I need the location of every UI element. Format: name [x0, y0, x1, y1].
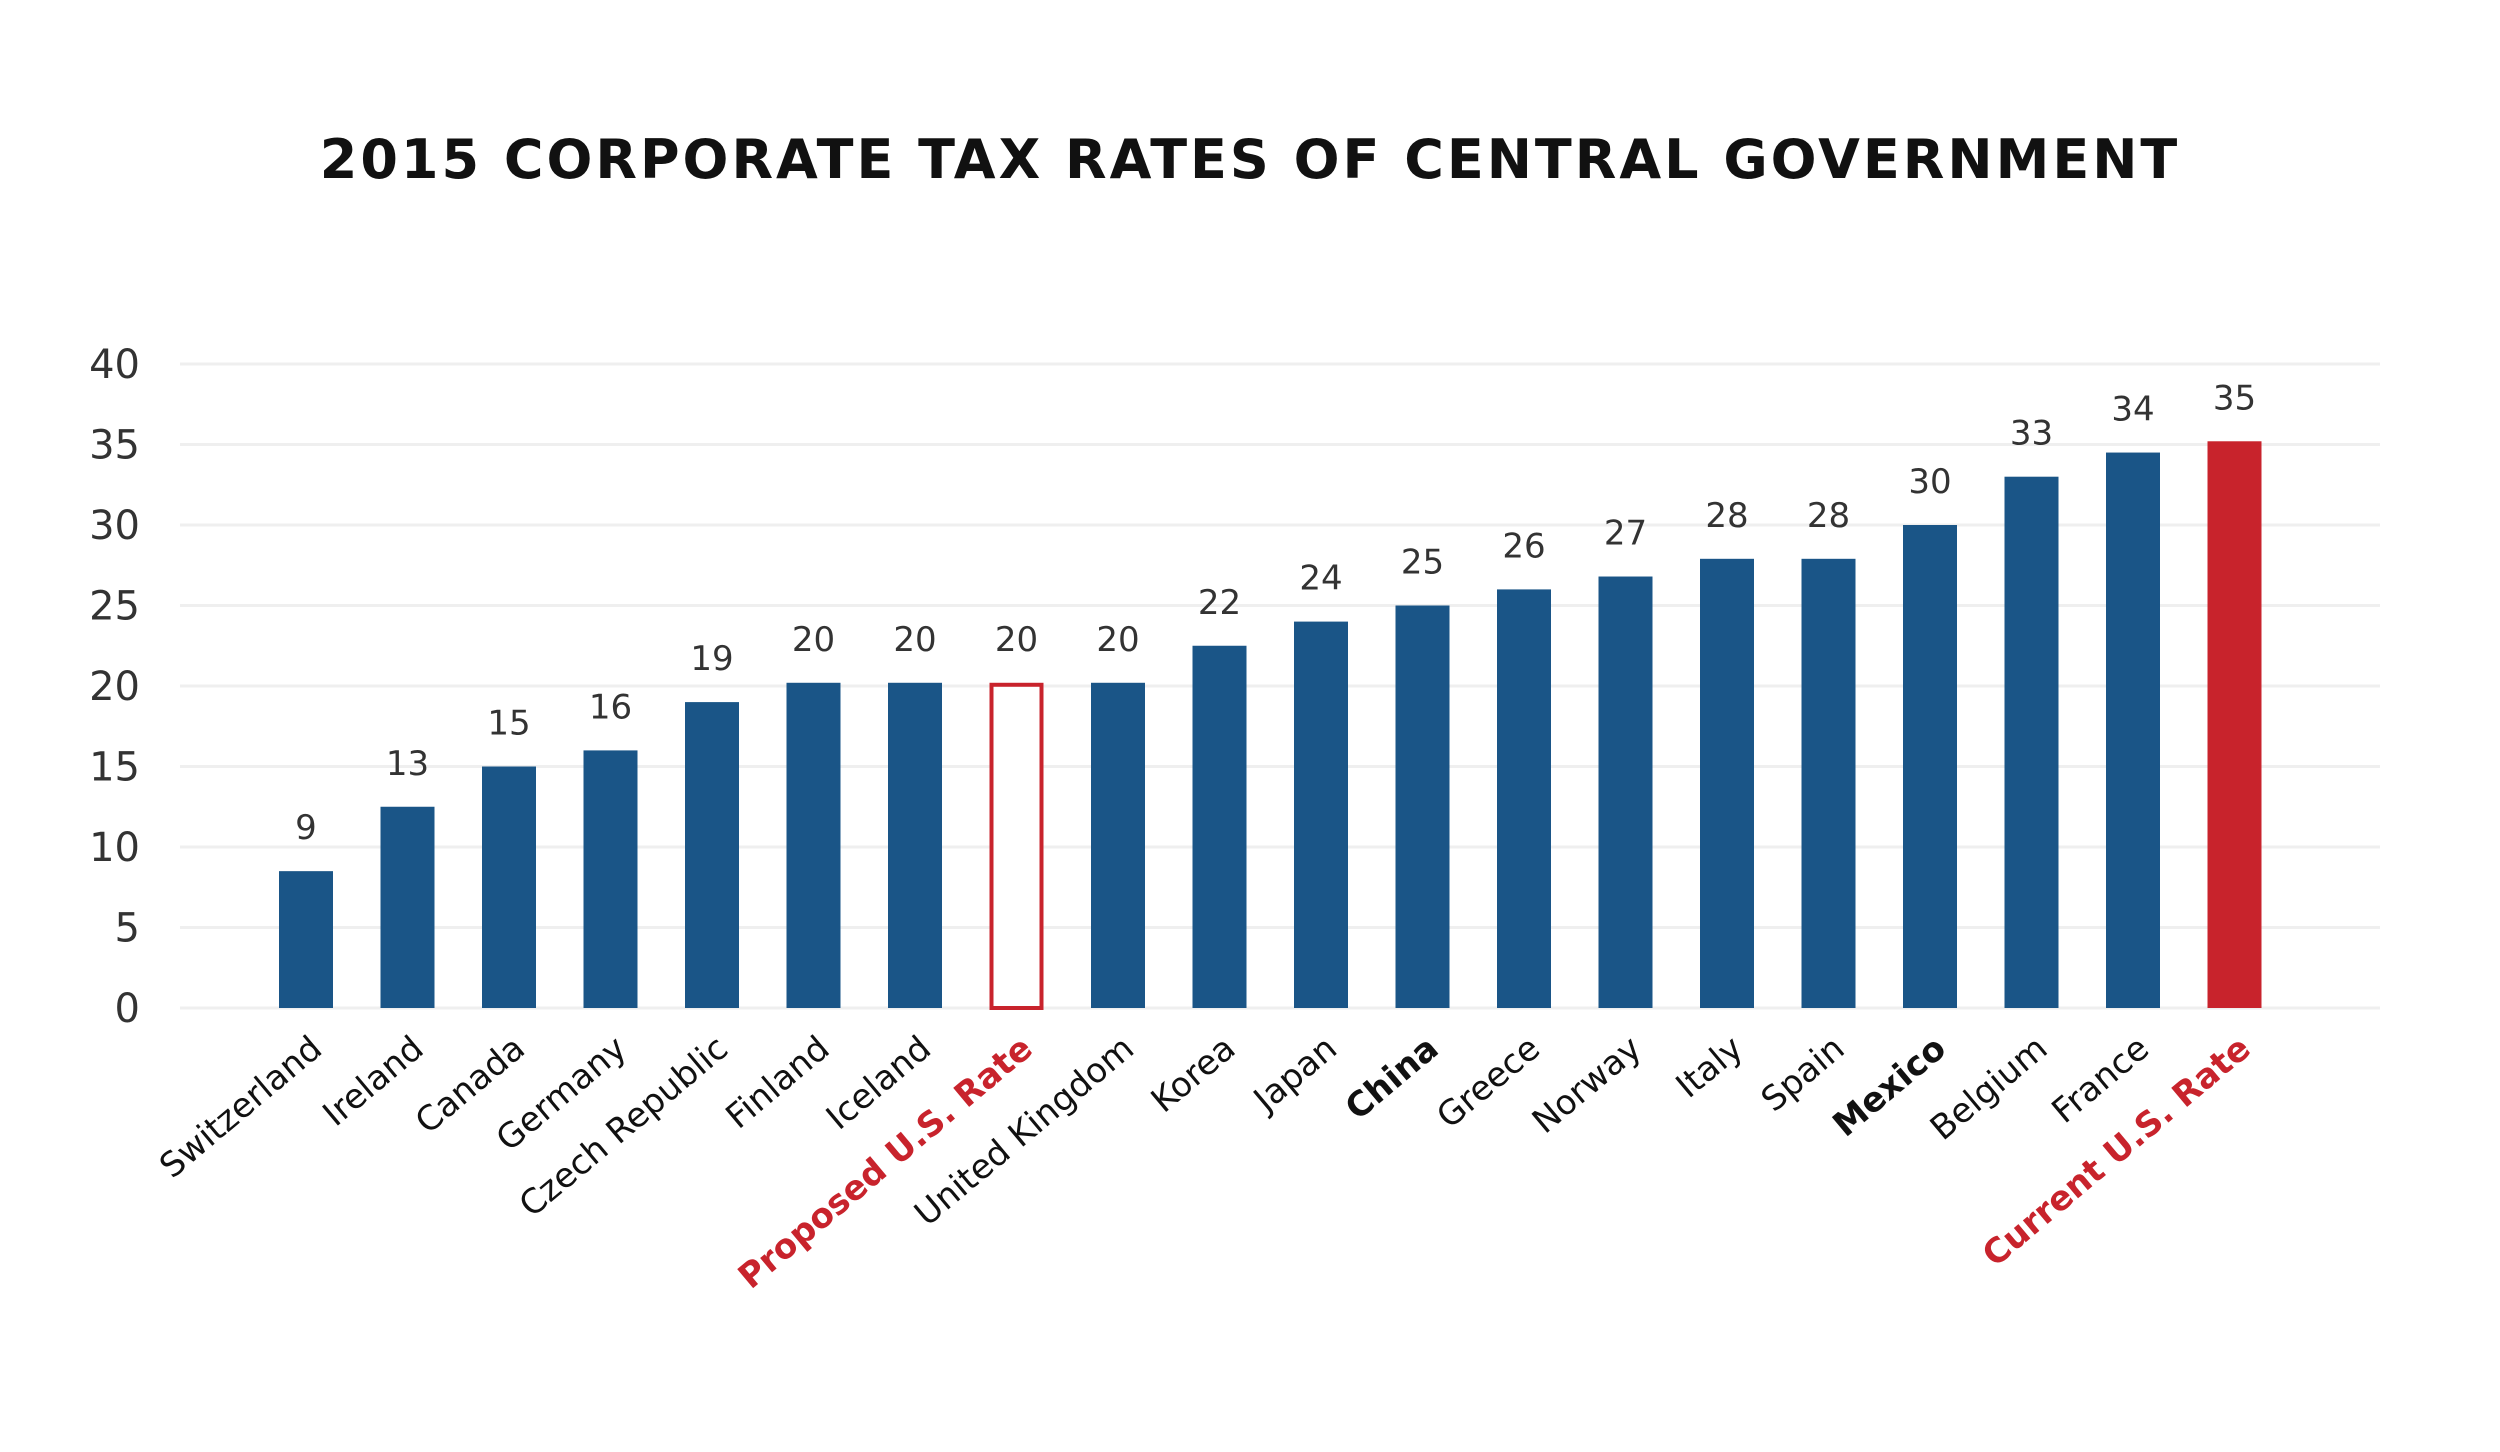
bars	[279, 441, 2262, 1011]
y-tick-label: 10	[89, 825, 140, 871]
bar	[1192, 645, 1247, 1008]
value-label: 20	[792, 620, 835, 660]
bar	[1395, 605, 1450, 1008]
value-label: 15	[487, 704, 530, 744]
value-label: 20	[995, 620, 1038, 660]
value-label: 20	[893, 620, 936, 660]
chart-title: 2015 CORPORATE TAX RATES OF CENTRAL GOVE…	[319, 128, 2181, 191]
value-label: 25	[1401, 543, 1444, 583]
value-label: 16	[589, 687, 632, 727]
bar	[1700, 558, 1754, 1008]
y-tick-label: 30	[89, 503, 140, 549]
bar	[1091, 682, 1145, 1008]
category-label: Japan	[1245, 1028, 1345, 1121]
y-tick-label: 25	[89, 584, 140, 630]
bar	[1598, 576, 1653, 1008]
value-label: 24	[1299, 559, 1342, 599]
category-label: China	[1338, 1028, 1446, 1128]
y-tick-label: 40	[89, 342, 140, 388]
bar	[583, 750, 638, 1008]
y-tick-label: 20	[89, 664, 140, 710]
bar	[1801, 558, 1856, 1008]
category-label: Norway	[1525, 1028, 1650, 1142]
bar	[1294, 621, 1348, 1008]
value-label: 27	[1604, 514, 1647, 554]
value-label: 19	[690, 639, 733, 679]
bar	[786, 682, 841, 1008]
bar	[380, 806, 435, 1008]
bar	[2106, 452, 2160, 1008]
value-label: 28	[1807, 496, 1850, 536]
bar	[685, 702, 739, 1008]
bar	[1497, 589, 1551, 1008]
value-label: 20	[1096, 620, 1139, 660]
y-tick-label: 35	[89, 423, 140, 469]
value-label: 26	[1502, 526, 1545, 566]
y-tick-label: 15	[89, 745, 140, 791]
bar	[2004, 476, 2059, 1008]
category-label: Finland	[718, 1028, 837, 1137]
bar	[1903, 525, 1957, 1008]
value-label: 35	[2213, 378, 2256, 418]
y-tick-label: 5	[115, 906, 140, 952]
category-label: Italy	[1669, 1028, 1751, 1106]
value-label: 33	[2010, 414, 2053, 454]
bar	[2207, 441, 2262, 1008]
category-label: Greece	[1429, 1028, 1547, 1136]
bar	[989, 682, 1044, 1011]
bar	[482, 766, 536, 1008]
category-label: Korea	[1144, 1028, 1244, 1121]
value-label: 22	[1198, 583, 1241, 623]
y-tick-label: 0	[115, 986, 140, 1032]
value-label: 30	[1908, 462, 1951, 502]
category-label: Switzerland	[152, 1028, 330, 1186]
value-label: 34	[2111, 390, 2154, 430]
y-axis: 0 5 10 15 20 25 30 35 40	[89, 342, 140, 1032]
bar	[888, 682, 942, 1008]
bar	[279, 871, 333, 1008]
value-label: 9	[295, 808, 317, 848]
value-labels: 9 13 15 16 19 20 20 20 20 22 24 25 26 27 28 28 30 33 34 35	[295, 378, 2256, 848]
value-label: 13	[386, 744, 429, 784]
value-label: 28	[1705, 496, 1748, 536]
